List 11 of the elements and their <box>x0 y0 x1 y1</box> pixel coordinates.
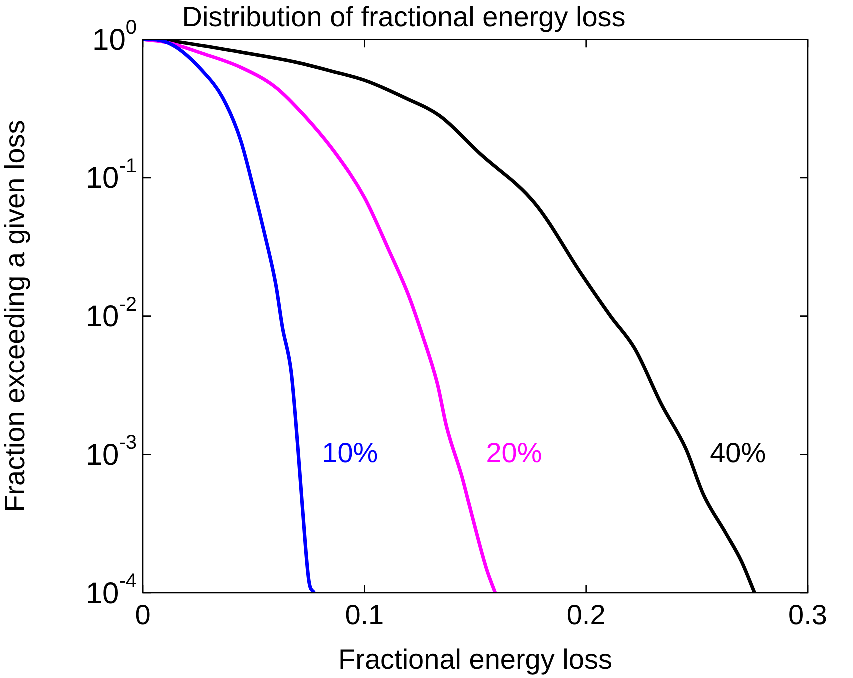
y-axis-title: Fraction exceeding a given loss <box>0 120 31 512</box>
chart-title: Distribution of fractional energy loss <box>182 2 626 33</box>
series-label: 20% <box>486 437 542 468</box>
x-axis-title: Fractional energy loss <box>338 644 612 675</box>
x-tick-label: 0.2 <box>566 600 606 631</box>
series-label: 10% <box>322 437 378 468</box>
x-tick-label: 0.1 <box>345 600 384 631</box>
legend-label: 40% <box>710 437 766 468</box>
x-tick-label: 0 <box>135 600 151 631</box>
line-series <box>143 40 316 593</box>
x-tick-label: 0.3 <box>788 600 828 631</box>
